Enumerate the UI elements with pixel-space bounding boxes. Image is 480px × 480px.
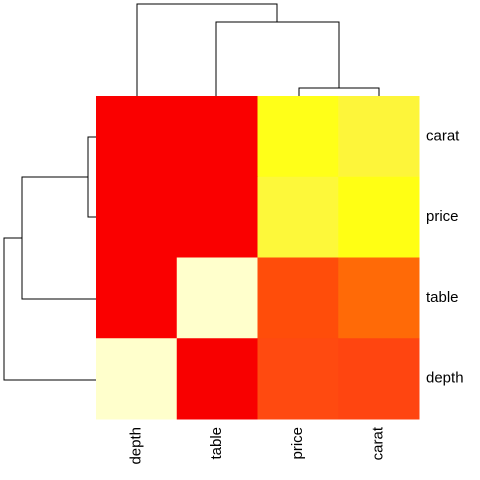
column-label: carat bbox=[370, 426, 387, 460]
heatmap-cell bbox=[257, 96, 339, 178]
row-dendrogram bbox=[3, 136, 96, 381]
heatmap-cell bbox=[338, 338, 420, 420]
heatmap-cell bbox=[338, 96, 420, 178]
heatmap-cells bbox=[96, 96, 420, 420]
heatmap-cell bbox=[176, 257, 258, 339]
heatmap-cell bbox=[176, 338, 258, 420]
heatmap-cell bbox=[96, 176, 178, 258]
heatmap-cell bbox=[257, 257, 339, 339]
heatmap-cell bbox=[338, 257, 420, 339]
heatmap-cell bbox=[96, 338, 178, 420]
row-label: price bbox=[426, 208, 459, 225]
row-label: carat bbox=[426, 127, 460, 144]
heatmap-cell bbox=[176, 176, 258, 258]
row-label: depth bbox=[426, 370, 464, 387]
heatmap-cell bbox=[96, 257, 178, 339]
column-label: price bbox=[289, 427, 306, 460]
column-label: table bbox=[208, 427, 225, 460]
heatmap-cell bbox=[257, 176, 339, 258]
heatmap-cell bbox=[96, 96, 178, 178]
row-label: table bbox=[426, 289, 459, 306]
heatmap-cell bbox=[176, 96, 258, 178]
heatmap-cell bbox=[257, 338, 339, 420]
column-dendrogram bbox=[136, 3, 380, 96]
column-label: depth bbox=[127, 427, 144, 465]
heatmap-cell bbox=[338, 176, 420, 258]
